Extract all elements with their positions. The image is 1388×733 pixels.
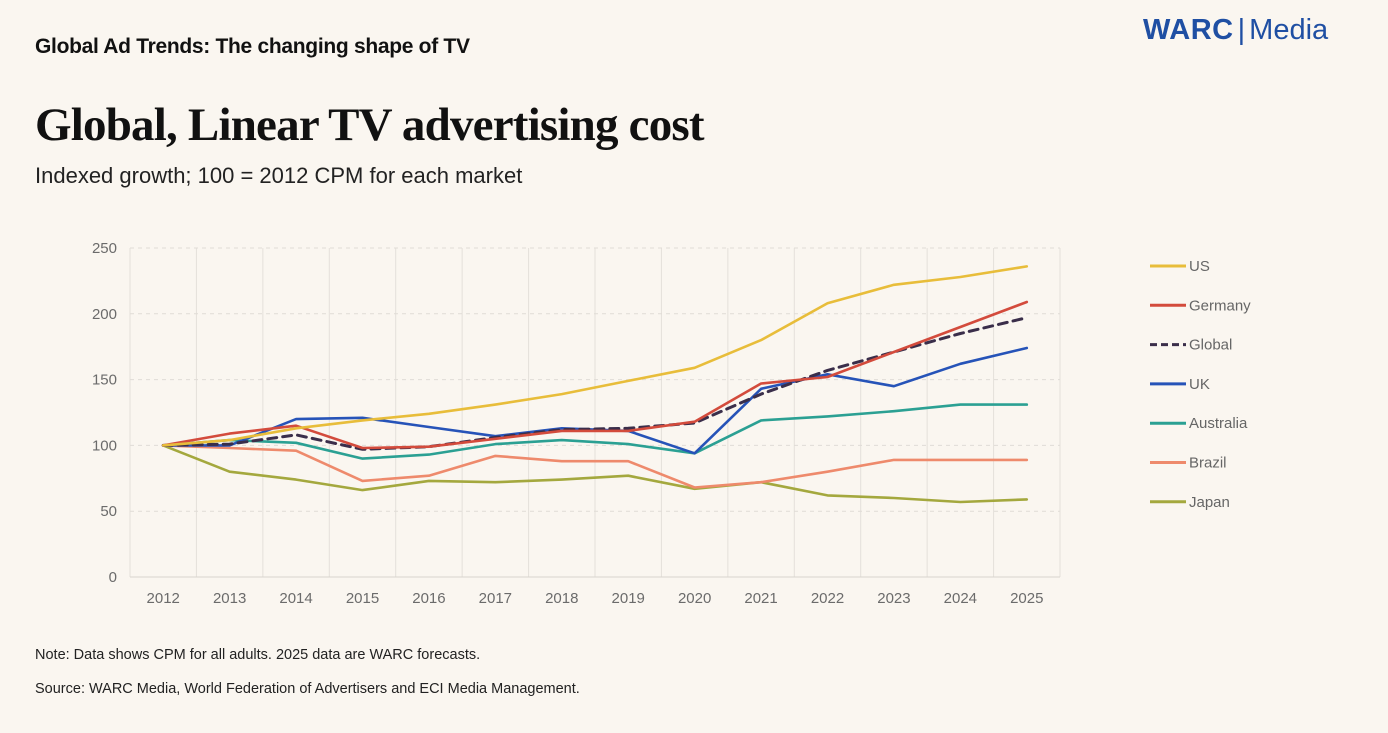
report-kicker: Global Ad Trends: The changing shape of …	[35, 35, 470, 58]
brand-bold: WARC	[1143, 14, 1234, 46]
y-tick-label: 200	[92, 306, 117, 323]
x-axis-ticks: 2012 2013 2014 2015 2016 2017 2018 2019 2020 2021…	[147, 590, 1044, 607]
x-tick-label: 2019	[612, 590, 645, 607]
gridlines	[129, 247, 1061, 578]
legend-item-brazil: Brazil	[1150, 455, 1227, 472]
series-line-australia	[161, 403, 1029, 460]
legend-label: Global	[1189, 337, 1232, 354]
legend-label: UK	[1189, 376, 1210, 393]
x-tick-label: 2022	[811, 590, 844, 607]
y-axis-ticks: 0 50 100 150 200 250	[92, 240, 117, 586]
y-tick-label: 50	[100, 503, 117, 520]
legend-item-uk: UK	[1150, 376, 1210, 393]
series-line-us	[161, 265, 1029, 447]
warc-media-logo: WARC | Media	[1143, 14, 1328, 47]
x-tick-label: 2014	[279, 590, 312, 607]
footnote-source: Source: WARC Media, World Federation of …	[35, 681, 580, 697]
brand-light: Media	[1249, 14, 1329, 46]
series-lines	[161, 265, 1029, 504]
x-tick-label: 2013	[213, 590, 246, 607]
x-tick-label: 2020	[678, 590, 711, 607]
series-line-germany	[161, 300, 1029, 450]
legend-item-japan: Japan	[1150, 494, 1230, 511]
y-tick-label: 0	[109, 569, 117, 586]
x-tick-label: 2021	[744, 590, 777, 607]
x-tick-label: 2017	[479, 590, 512, 607]
y-tick-label: 150	[92, 372, 117, 389]
x-tick-label: 2016	[412, 590, 445, 607]
legend-item-us: US	[1150, 258, 1210, 275]
legend-item-germany: Germany	[1150, 297, 1251, 314]
x-tick-label: 2015	[346, 590, 379, 607]
chart-subtitle: Indexed growth; 100 = 2012 CPM for each …	[35, 163, 523, 188]
legend-label: US	[1189, 258, 1210, 275]
legend-label: Germany	[1189, 297, 1251, 314]
footnote-note: Note: Data shows CPM for all adults. 202…	[35, 647, 481, 663]
y-tick-label: 100	[92, 437, 117, 454]
legend-label: Australia	[1189, 415, 1248, 432]
chart-title: Global, Linear TV advertising cost	[35, 99, 705, 151]
x-tick-label: 2023	[877, 590, 910, 607]
legend-item-australia: Australia	[1150, 415, 1248, 432]
legend-label: Japan	[1189, 494, 1230, 511]
legend-item-global: Global	[1150, 337, 1232, 354]
y-tick-label: 250	[92, 240, 117, 257]
x-tick-label: 2018	[545, 590, 578, 607]
series-line-brazil	[161, 444, 1029, 489]
x-tick-label: 2025	[1010, 590, 1043, 607]
brand-separator: |	[1237, 14, 1246, 46]
legend-label: Brazil	[1189, 455, 1227, 472]
series-line-japan	[161, 444, 1029, 504]
x-tick-label: 2024	[944, 590, 977, 607]
legend: US Germany Global UK Australia Brazil Japan	[1150, 258, 1251, 511]
x-tick-label: 2012	[147, 590, 180, 607]
